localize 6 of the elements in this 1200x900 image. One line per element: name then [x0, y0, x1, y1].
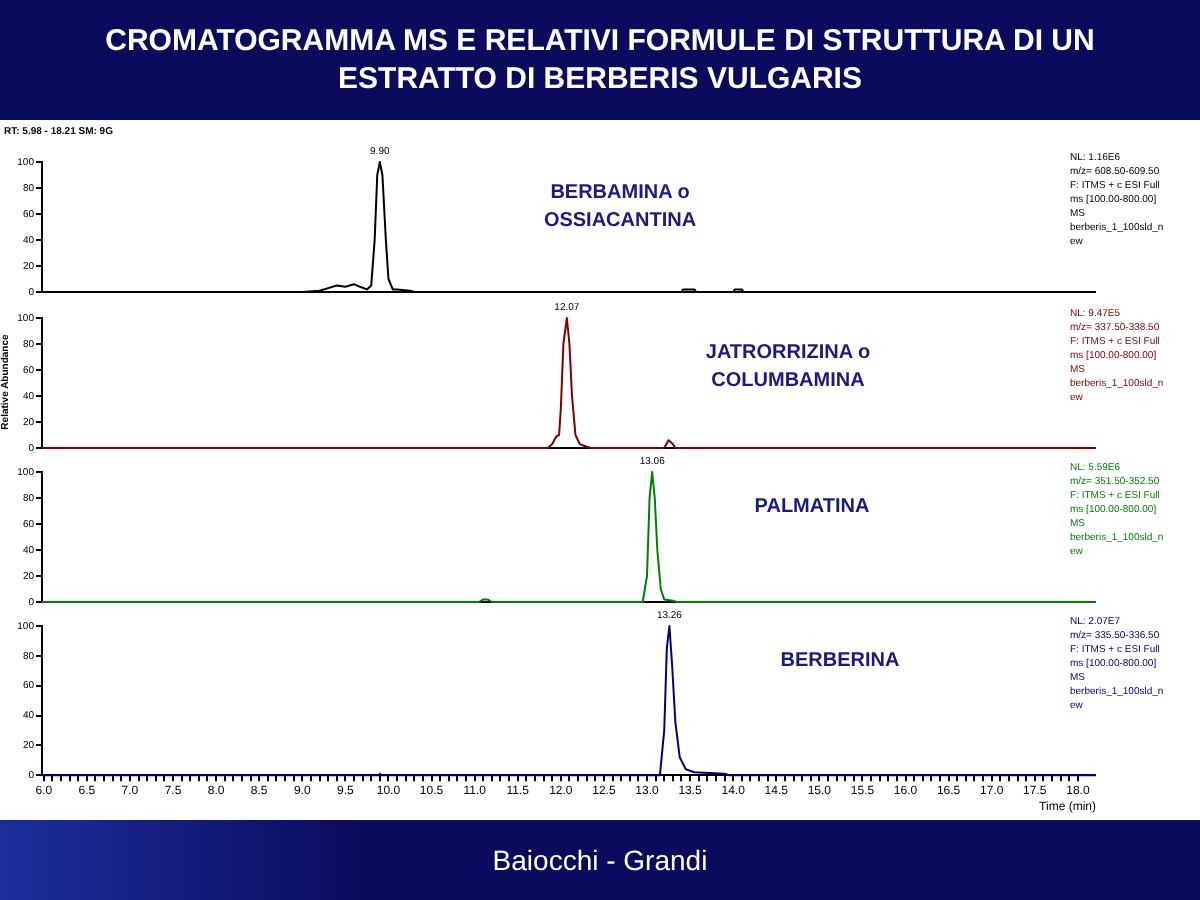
annotation: PALMATINA [752, 494, 872, 522]
text: Baiocchi - Grandi [0, 820, 1200, 900]
annotation: BERBAMINA o OSSIACANTINA [541, 180, 699, 236]
annotation: JATRORRIZINA o COLUMBAMINA [703, 340, 873, 396]
chart-title: CROMATOGRAMMA MS E RELATIVI FORMULE DI STRUTTURA DI UN ESTRATTO DI BERBERIS VULGARIS [0, 0, 1200, 120]
annotation: BERBERINA [778, 648, 902, 676]
